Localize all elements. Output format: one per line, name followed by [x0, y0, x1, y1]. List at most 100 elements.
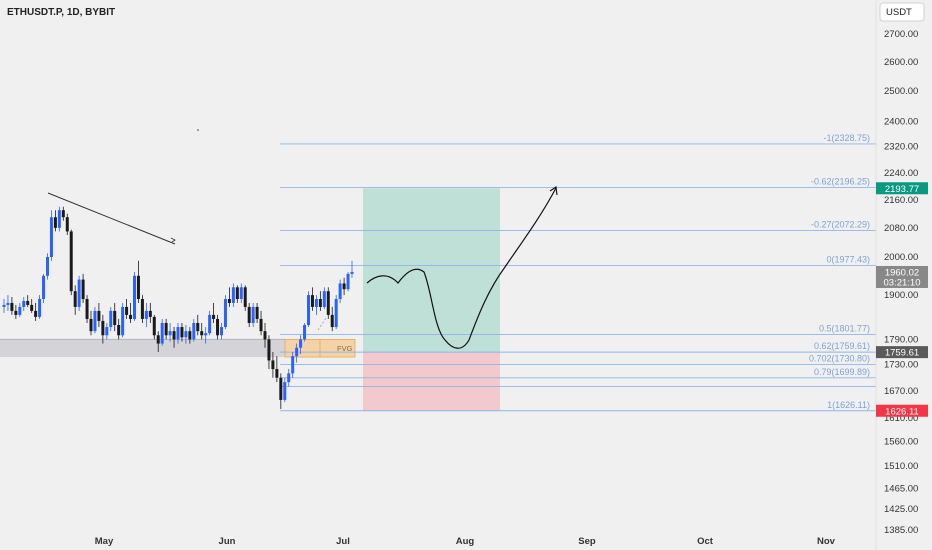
candle[interactable] [129, 302, 133, 323]
candle[interactable] [42, 273, 46, 303]
forecast-curve[interactable] [366, 187, 557, 349]
candle[interactable] [295, 343, 299, 363]
candle[interactable] [105, 322, 109, 340]
candle[interactable] [144, 302, 148, 328]
candle[interactable] [291, 351, 295, 378]
candle[interactable] [133, 271, 136, 321]
candle[interactable] [322, 287, 326, 309]
target-price-badge[interactable] [876, 182, 928, 195]
candle[interactable] [65, 213, 69, 236]
candle[interactable] [49, 210, 53, 261]
currency-selector[interactable] [879, 2, 925, 22]
candle[interactable] [46, 253, 49, 280]
candle[interactable] [164, 318, 168, 340]
candle[interactable] [113, 302, 117, 332]
candle[interactable] [346, 271, 350, 292]
candle[interactable] [140, 295, 144, 323]
candle[interactable] [117, 318, 121, 340]
loss-zone[interactable] [363, 352, 500, 411]
candle[interactable] [109, 306, 113, 332]
candle[interactable] [200, 322, 204, 340]
candle[interactable] [243, 285, 247, 311]
candle[interactable] [192, 318, 196, 342]
candle[interactable] [239, 283, 243, 303]
trend-line[interactable] [47, 192, 176, 245]
candle[interactable] [235, 285, 239, 303]
candle[interactable] [318, 291, 322, 311]
candle[interactable] [73, 285, 77, 315]
candle[interactable] [97, 302, 101, 328]
support-zone[interactable] [0, 339, 285, 358]
time-axis[interactable]: May Jun Jul Aug Sep Oct Nov [95, 536, 836, 547]
candle[interactable] [30, 299, 34, 313]
candle[interactable] [342, 277, 346, 296]
candle[interactable] [2, 299, 6, 313]
candle[interactable] [271, 351, 275, 378]
candle[interactable] [148, 302, 152, 323]
candle[interactable] [26, 295, 30, 307]
candle[interactable] [299, 335, 303, 355]
candle[interactable] [204, 327, 208, 344]
candle[interactable] [89, 310, 93, 336]
candle[interactable] [184, 325, 188, 344]
candle[interactable] [180, 322, 184, 342]
candle[interactable] [287, 369, 291, 387]
candle[interactable] [255, 302, 259, 323]
candle[interactable] [172, 327, 176, 348]
candle[interactable] [350, 260, 354, 278]
candle[interactable] [101, 314, 105, 344]
candle[interactable] [6, 295, 10, 311]
candle[interactable] [81, 273, 85, 303]
candle[interactable] [223, 295, 227, 330]
candle[interactable] [121, 302, 125, 338]
candle[interactable] [196, 314, 200, 336]
candle[interactable] [326, 287, 330, 319]
candle[interactable] [69, 229, 73, 296]
candle[interactable] [176, 322, 180, 344]
profit-zone[interactable] [363, 188, 500, 353]
candle[interactable] [275, 356, 279, 383]
current-price-badge[interactable] [876, 265, 928, 288]
candle[interactable] [307, 291, 310, 328]
candle[interactable] [263, 322, 267, 348]
candle[interactable] [310, 287, 314, 311]
candle[interactable] [231, 283, 235, 307]
candle[interactable] [330, 306, 334, 332]
candle[interactable] [303, 322, 307, 342]
candle[interactable] [314, 295, 318, 315]
entry-price-badge[interactable] [876, 346, 928, 359]
candle[interactable] [283, 377, 287, 403]
price-axis[interactable]: 2700.00 2600.00 2500.00 2400.00 2320.00 2240.… [875, 0, 918, 550]
candle[interactable] [85, 295, 89, 323]
candle[interactable] [18, 302, 22, 317]
candle[interactable] [156, 331, 160, 352]
candle[interactable] [93, 306, 97, 334]
candle[interactable] [125, 299, 129, 319]
candle[interactable] [208, 310, 212, 336]
candle[interactable] [10, 297, 14, 315]
candle[interactable] [220, 322, 223, 340]
candle[interactable] [53, 210, 57, 232]
candle[interactable] [338, 279, 342, 303]
candle[interactable] [77, 275, 81, 311]
candle[interactable] [160, 318, 164, 346]
candle[interactable] [136, 260, 140, 303]
candle[interactable] [212, 302, 216, 323]
candle[interactable] [57, 206, 61, 232]
candle[interactable] [251, 302, 255, 328]
candle[interactable] [216, 314, 220, 340]
candle[interactable] [279, 373, 283, 409]
candle[interactable] [38, 295, 42, 319]
candle[interactable] [247, 302, 251, 328]
candle[interactable] [259, 310, 263, 336]
candle[interactable] [152, 314, 156, 340]
candle[interactable] [34, 302, 38, 321]
candle[interactable] [22, 297, 26, 311]
candle[interactable] [168, 322, 172, 342]
stop-price-badge[interactable] [876, 404, 928, 417]
candle[interactable] [334, 295, 338, 330]
candle[interactable] [267, 335, 271, 370]
candle[interactable] [227, 287, 231, 307]
candle[interactable] [188, 327, 192, 344]
